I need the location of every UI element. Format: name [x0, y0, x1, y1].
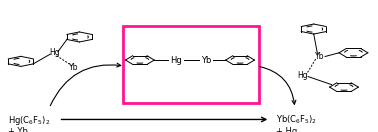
Text: Yb: Yb [314, 52, 324, 61]
Text: Yb: Yb [69, 63, 79, 72]
Text: + Yb: + Yb [8, 127, 28, 132]
Text: + Hg: + Hg [276, 127, 297, 132]
Text: Yb: Yb [201, 56, 211, 65]
Text: Yb(C$_6$F$_5$)$_2$: Yb(C$_6$F$_5$)$_2$ [276, 114, 317, 126]
Text: Hg: Hg [170, 56, 182, 65]
Text: Hg(C$_6$F$_5$)$_2$: Hg(C$_6$F$_5$)$_2$ [8, 114, 50, 126]
Text: Hg: Hg [297, 71, 308, 80]
Text: Hg: Hg [50, 48, 60, 57]
Bar [123, 26, 259, 103]
